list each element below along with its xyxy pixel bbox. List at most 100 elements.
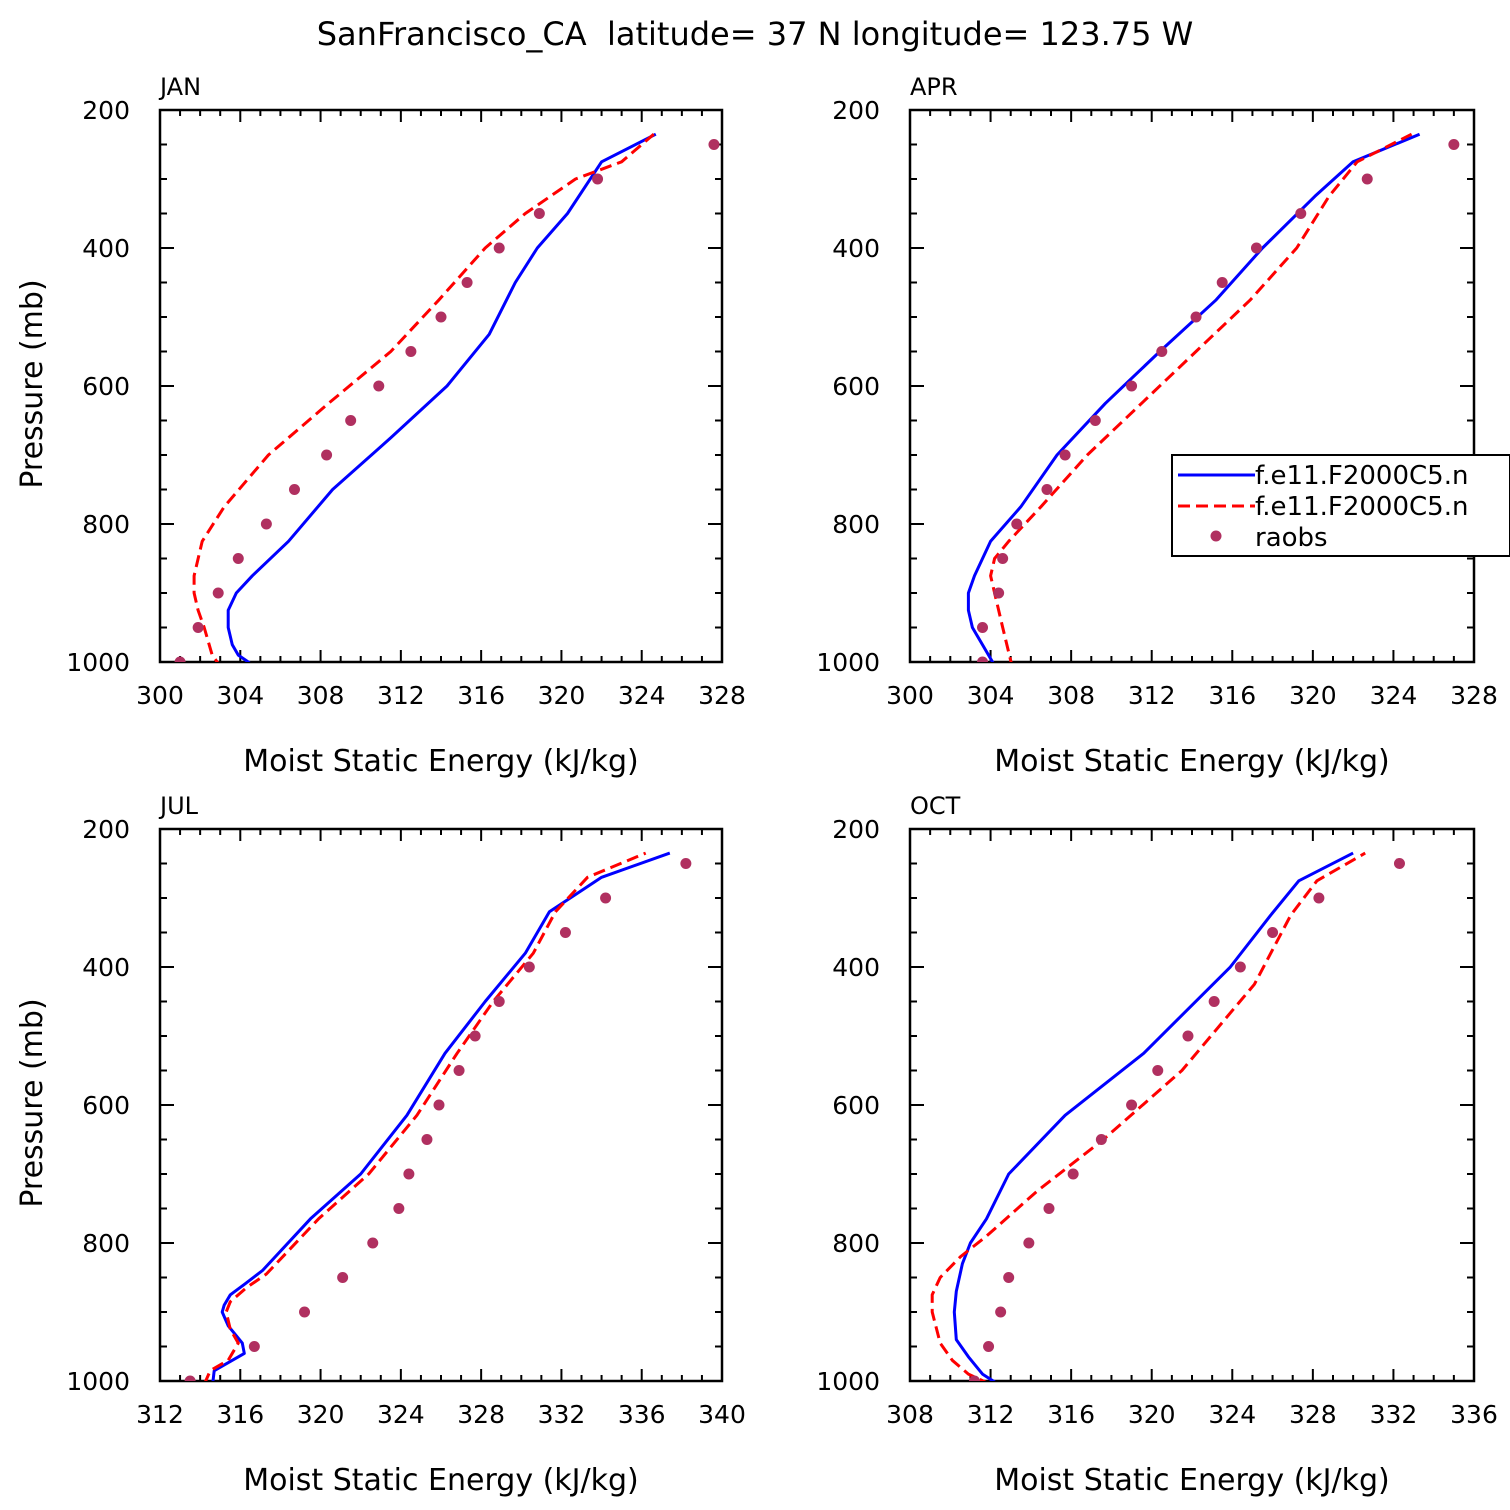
y-tick-label: 200 [82, 96, 130, 125]
x-tick-label: 308 [1047, 681, 1095, 710]
legend-dot [1210, 530, 1222, 542]
raobs-point [533, 208, 545, 219]
x-tick-label: 312 [967, 1400, 1015, 1429]
x-tick-label: 324 [618, 681, 666, 710]
model-line-solid [952, 851, 1354, 1381]
legend-label-dot: raobs [1255, 523, 1328, 553]
plot-frame [908, 108, 1476, 664]
raobs-point [1234, 961, 1246, 973]
y-tick-label: 600 [82, 372, 130, 401]
y-tick-label: 200 [832, 815, 880, 844]
raobs-point [1313, 892, 1325, 904]
raobs-point [1043, 1203, 1055, 1214]
plot-data [930, 851, 1405, 1381]
raobs-point [288, 484, 300, 495]
x-tick-label: 308 [297, 681, 345, 710]
raobs-point [559, 927, 571, 938]
y-tick-label: 200 [82, 815, 130, 844]
x-tick-label: 328 [1450, 681, 1498, 710]
panel-title: JUL [158, 792, 199, 820]
raobs-point [373, 380, 385, 392]
legend-label-dashed: f.e11.F2000C5.n [1255, 492, 1468, 522]
plot-data [184, 851, 692, 1381]
raobs-point [592, 173, 604, 185]
raobs-point [997, 553, 1009, 564]
raobs-point [680, 858, 692, 869]
raobs-point [1216, 277, 1228, 288]
x-tick-label: 320 [1289, 681, 1337, 710]
raobs-point [1190, 311, 1202, 323]
y-tick-label: 200 [832, 96, 880, 125]
x-tick-label: 304 [216, 681, 264, 710]
raobs-point [977, 656, 989, 662]
panel-apr: APR Moist Static Energy (kJ/kg) 300 304 30… [816, 73, 1497, 779]
x-tick-label: 312 [377, 681, 425, 710]
x-tick-label: 316 [1208, 681, 1256, 710]
raobs-point [1059, 449, 1071, 461]
model-line-dashed [204, 851, 647, 1381]
raobs-point [1182, 1030, 1194, 1042]
y-tick-label: 600 [82, 1091, 130, 1120]
x-tick-label: 308 [886, 1400, 934, 1429]
x-tick-label: 336 [1450, 1400, 1498, 1429]
raobs-point [469, 1030, 481, 1042]
x-tick-label: 324 [1370, 681, 1418, 710]
raobs-point [1152, 1065, 1164, 1076]
raobs-point [977, 622, 989, 633]
y-axis-label: Pressure (mb) [15, 998, 50, 1207]
y-tick-label: 800 [832, 510, 880, 539]
model-line-dashed [930, 851, 1366, 1381]
raobs-point [1023, 1237, 1035, 1249]
raobs-point [299, 1306, 311, 1318]
plot-data [966, 132, 1460, 662]
x-tick-label: 332 [538, 1400, 586, 1429]
y-tick-label: 400 [82, 234, 130, 263]
panel-title: OCT [910, 792, 961, 820]
x-tick-label: 340 [698, 1400, 746, 1429]
model-line-solid [226, 132, 657, 662]
raobs-point [1295, 208, 1307, 219]
model-line-dashed [989, 132, 1413, 662]
plot-frame [908, 827, 1476, 1383]
raobs-point [435, 311, 447, 323]
y-tick-label: 800 [82, 510, 130, 539]
raobs-point [1361, 173, 1373, 185]
raobs-point [983, 1341, 995, 1352]
raobs-point [1267, 927, 1279, 938]
raobs-point [1011, 518, 1023, 530]
raobs-point [321, 449, 333, 461]
x-tick-label: 320 [297, 1400, 345, 1429]
x-tick-label: 316 [1047, 1400, 1095, 1429]
model-line-dashed [192, 133, 655, 662]
x-tick-label: 324 [1208, 1400, 1256, 1429]
raobs-point [1250, 242, 1262, 254]
x-tick-label: 300 [136, 681, 184, 710]
raobs-point [260, 518, 272, 530]
panel-title: APR [910, 73, 958, 101]
legend-label-solid: f.e11.F2000C5.n [1255, 461, 1468, 491]
raobs-point [600, 892, 612, 904]
x-tick-label: 328 [457, 1400, 505, 1429]
raobs-point [523, 961, 535, 973]
y-tick-label: 1000 [66, 648, 130, 677]
x-tick-label: 312 [1128, 681, 1176, 710]
raobs-point [421, 1134, 433, 1145]
raobs-point [493, 242, 505, 254]
y-tick-label: 400 [832, 953, 880, 982]
raobs-point [993, 587, 1005, 599]
y-tick-label: 600 [832, 1091, 880, 1120]
x-tick-label: 316 [457, 681, 505, 710]
y-axis-label: Pressure (mb) [15, 279, 50, 488]
panel-title: JAN [158, 73, 201, 101]
raobs-point [212, 587, 224, 599]
panel-jul: JUL Pressure (mb) Moist Static Energy (k… [15, 792, 746, 1498]
x-tick-label: 332 [1370, 1400, 1418, 1429]
y-tick-label: 400 [82, 953, 130, 982]
x-tick-label: 304 [967, 681, 1015, 710]
panel-oct: OCT Moist Static Energy (kJ/kg) 308 312 31… [816, 792, 1497, 1498]
raobs-point [232, 553, 244, 564]
raobs-point [345, 415, 357, 426]
raobs-point [393, 1203, 405, 1214]
x-tick-label: 300 [886, 681, 934, 710]
